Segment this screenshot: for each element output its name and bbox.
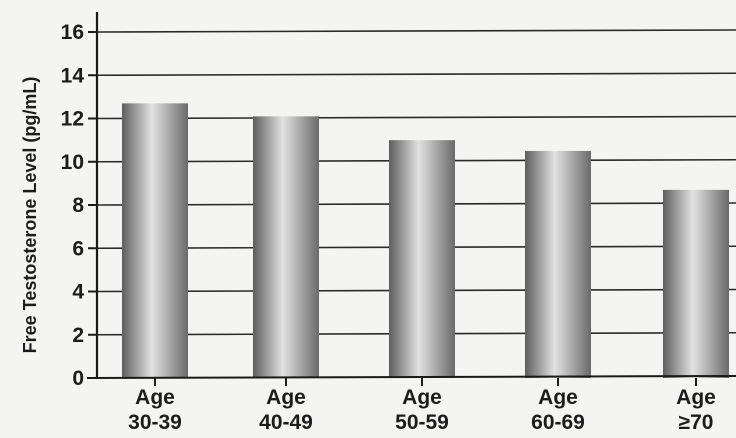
bar-age-40-49 bbox=[253, 116, 319, 379]
category-prefix: Age bbox=[266, 386, 306, 409]
y-tick-label-2: 2 bbox=[72, 324, 84, 347]
gridline-16 bbox=[96, 29, 736, 33]
y-tick-label-6: 6 bbox=[72, 237, 84, 260]
category-range: 60-69 bbox=[531, 411, 585, 434]
x-category-label: Age 50-59 bbox=[395, 386, 449, 434]
y-tick-label-14: 14 bbox=[61, 64, 85, 87]
x-category-label: Age ≥70 bbox=[676, 386, 716, 434]
gridline-12 bbox=[96, 115, 736, 120]
y-tick-label-10: 10 bbox=[61, 151, 84, 174]
x-category-label: Age 60-69 bbox=[531, 386, 585, 434]
axes bbox=[86, 12, 736, 386]
bar-age-30-39 bbox=[122, 103, 188, 379]
category-range: ≥70 bbox=[679, 411, 714, 434]
y-tick-label-16: 16 bbox=[61, 21, 84, 44]
category-prefix: Age bbox=[538, 386, 578, 409]
x-category-label: Age 30-39 bbox=[128, 386, 182, 434]
category-prefix: Age bbox=[676, 386, 716, 409]
y-axis-title: Free Testosterone Level (pg/mL) bbox=[20, 77, 40, 354]
y-tick-label-12: 12 bbox=[61, 108, 84, 131]
x-category-label: Age 40-49 bbox=[259, 386, 313, 434]
category-range: 50-59 bbox=[395, 411, 449, 434]
category-prefix: Age bbox=[402, 386, 442, 409]
y-tick-label-8: 8 bbox=[72, 194, 84, 217]
gridline-14 bbox=[96, 72, 736, 77]
bars bbox=[122, 103, 729, 379]
category-range: 40-49 bbox=[259, 411, 313, 434]
x-axis-line bbox=[86, 375, 736, 379]
bar-age-50-59 bbox=[389, 140, 455, 378]
y-tick-label-0: 0 bbox=[72, 367, 84, 390]
y-tick-label-4: 4 bbox=[72, 281, 84, 304]
bar-age-≥70 bbox=[663, 189, 729, 378]
category-range: 30-39 bbox=[128, 411, 182, 434]
bar-age-60-69 bbox=[525, 150, 591, 378]
category-prefix: Age bbox=[135, 386, 175, 409]
